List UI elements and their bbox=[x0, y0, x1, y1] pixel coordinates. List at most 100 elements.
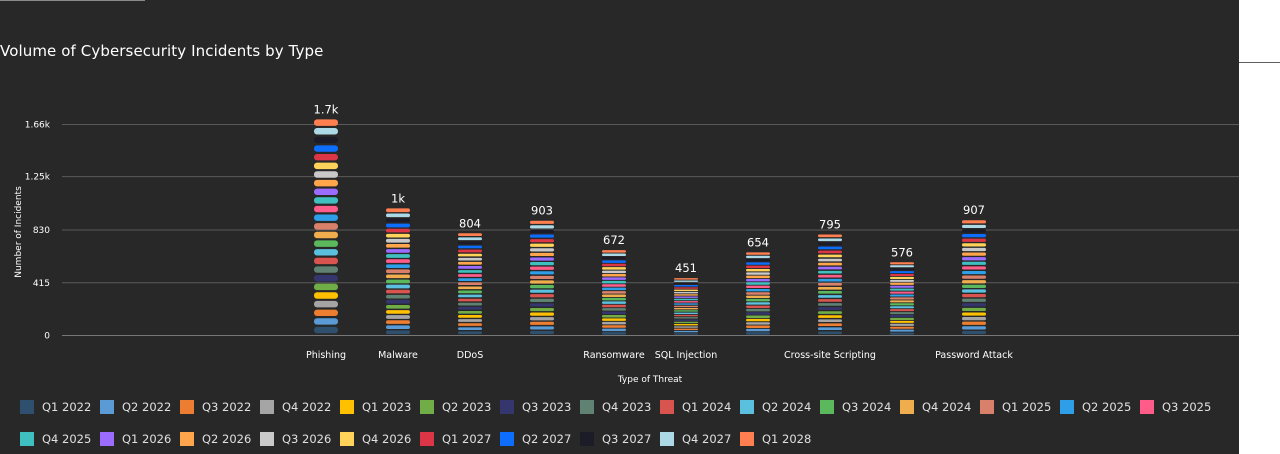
bar-segment[interactable] bbox=[530, 289, 554, 293]
bar-segment[interactable] bbox=[602, 253, 626, 257]
bar-segment[interactable] bbox=[674, 291, 698, 294]
bar-segment[interactable] bbox=[746, 332, 770, 335]
bar-segment[interactable] bbox=[962, 270, 986, 275]
bar-segment[interactable] bbox=[818, 278, 842, 282]
bar-segment[interactable] bbox=[962, 238, 986, 242]
bar-segment[interactable] bbox=[674, 289, 698, 292]
bar-segment[interactable] bbox=[458, 306, 482, 310]
bar-segment[interactable] bbox=[314, 274, 338, 282]
bar-segment[interactable] bbox=[602, 321, 626, 325]
bar-segment[interactable] bbox=[386, 289, 410, 294]
bar-segment[interactable] bbox=[602, 311, 626, 315]
legend-item[interactable]: Q4 2025 bbox=[20, 430, 100, 448]
bar-segment[interactable] bbox=[746, 298, 770, 302]
bar-segment[interactable] bbox=[314, 266, 338, 273]
bar-segment[interactable] bbox=[602, 263, 626, 267]
bar-segment[interactable] bbox=[890, 314, 914, 318]
bar-segment[interactable] bbox=[458, 241, 482, 245]
bar-segment[interactable] bbox=[818, 250, 842, 254]
bar-segment[interactable] bbox=[458, 286, 482, 290]
bar-segment[interactable] bbox=[962, 224, 986, 229]
bar-segment[interactable] bbox=[746, 325, 770, 328]
bar-segment[interactable] bbox=[458, 274, 482, 277]
legend-item[interactable]: Q2 2024 bbox=[740, 398, 820, 416]
bar-segment[interactable] bbox=[890, 300, 914, 303]
bar-segment[interactable] bbox=[674, 303, 698, 305]
bar-segment[interactable] bbox=[602, 328, 626, 332]
bar-segment[interactable] bbox=[530, 225, 554, 229]
bar-segment[interactable] bbox=[890, 306, 914, 309]
bar-segment[interactable] bbox=[458, 319, 482, 322]
bar-segment[interactable] bbox=[890, 326, 914, 329]
bar-segment[interactable] bbox=[386, 269, 410, 274]
bar-segment[interactable] bbox=[602, 294, 626, 298]
bar-segment[interactable] bbox=[602, 301, 626, 304]
bar-segment[interactable] bbox=[746, 288, 770, 292]
legend-item[interactable]: Q3 2022 bbox=[180, 398, 260, 416]
bar-segment[interactable] bbox=[746, 272, 770, 275]
bar-segment[interactable] bbox=[818, 327, 842, 331]
bar-segment[interactable] bbox=[314, 326, 338, 334]
bar-segment[interactable] bbox=[386, 274, 410, 279]
legend-item[interactable]: Q2 2026 bbox=[180, 430, 260, 448]
bar-segment[interactable] bbox=[674, 312, 698, 314]
bar-segment[interactable] bbox=[746, 259, 770, 262]
bar-segment[interactable] bbox=[386, 315, 410, 319]
bar-segment[interactable] bbox=[674, 285, 698, 287]
bar-segment[interactable] bbox=[386, 213, 410, 218]
bar-segment[interactable] bbox=[530, 275, 554, 280]
bar-segment[interactable] bbox=[458, 298, 482, 302]
bar-segment[interactable] bbox=[530, 271, 554, 275]
bar-segment[interactable] bbox=[314, 128, 338, 135]
bar-segment[interactable] bbox=[746, 322, 770, 325]
bar-segment[interactable] bbox=[530, 284, 554, 289]
bar-segment[interactable] bbox=[890, 312, 914, 315]
bar-segment[interactable] bbox=[818, 266, 842, 270]
bar-segment[interactable] bbox=[674, 328, 698, 331]
bar-segment[interactable] bbox=[818, 254, 842, 258]
bar-segment[interactable] bbox=[818, 291, 842, 294]
bar-segment[interactable] bbox=[314, 283, 338, 291]
bar-segment[interactable] bbox=[602, 314, 626, 318]
bar-segment[interactable] bbox=[386, 330, 410, 335]
bar-segment[interactable] bbox=[818, 262, 842, 266]
bar-segment[interactable] bbox=[818, 282, 842, 286]
legend-item[interactable]: Q3 2026 bbox=[260, 430, 340, 448]
bar-segment[interactable] bbox=[818, 319, 842, 322]
bar-segment[interactable] bbox=[890, 285, 914, 288]
bar-segment[interactable] bbox=[818, 299, 842, 302]
bar-segment[interactable] bbox=[890, 309, 914, 312]
bar-segment[interactable] bbox=[746, 278, 770, 282]
bar-segment[interactable] bbox=[890, 320, 914, 323]
bar-segment[interactable] bbox=[962, 252, 986, 256]
bar-segment[interactable] bbox=[890, 288, 914, 291]
bar-segment[interactable] bbox=[818, 323, 842, 327]
legend-item[interactable]: Q1 2024 bbox=[660, 398, 740, 416]
bar-segment[interactable] bbox=[962, 321, 986, 325]
bar-segment[interactable] bbox=[890, 297, 914, 300]
bar-segment[interactable] bbox=[962, 243, 986, 247]
bar-segment[interactable] bbox=[530, 262, 554, 266]
legend-item[interactable]: Q1 2025 bbox=[980, 398, 1060, 416]
bar-segment[interactable] bbox=[890, 303, 914, 306]
bar-segment[interactable] bbox=[386, 233, 410, 238]
bar-segment[interactable] bbox=[314, 292, 338, 299]
bar-segment[interactable] bbox=[746, 275, 770, 279]
bar-segment[interactable] bbox=[386, 243, 410, 248]
bar-segment[interactable] bbox=[746, 308, 770, 312]
bar-segment[interactable] bbox=[818, 238, 842, 242]
bar-segment[interactable] bbox=[962, 293, 986, 298]
bar-segment[interactable] bbox=[458, 233, 482, 236]
legend-item[interactable]: Q3 2023 bbox=[500, 398, 580, 416]
bar-segment[interactable] bbox=[314, 136, 338, 144]
bar-segment[interactable] bbox=[530, 307, 554, 312]
bar-segment[interactable] bbox=[602, 277, 626, 280]
legend-item[interactable]: Q4 2022 bbox=[260, 398, 340, 416]
bar-segment[interactable] bbox=[962, 326, 986, 330]
bar-segment[interactable] bbox=[530, 294, 554, 298]
bar-segment[interactable] bbox=[674, 278, 698, 280]
bar-segment[interactable] bbox=[458, 266, 482, 269]
bar-segment[interactable] bbox=[674, 280, 698, 282]
bar-segment[interactable] bbox=[602, 270, 626, 274]
bar-segment[interactable] bbox=[674, 314, 698, 317]
